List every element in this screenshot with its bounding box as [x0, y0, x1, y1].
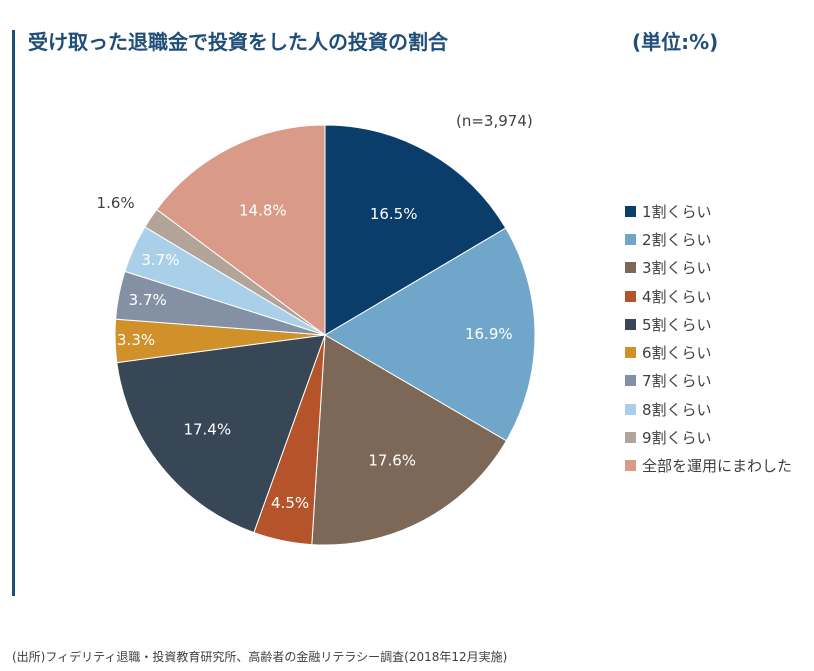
legend-label: 2割くらい — [642, 230, 712, 249]
slice-data-label: 17.4% — [183, 420, 231, 438]
legend-label: 6割くらい — [642, 344, 712, 363]
legend-swatch — [625, 432, 636, 444]
slice-data-label: 1.6% — [97, 194, 135, 212]
legend-swatch — [625, 375, 636, 387]
slice-data-label: 16.5% — [370, 205, 418, 223]
legend-item: 7割くらい — [625, 367, 792, 395]
legend-swatch — [625, 205, 636, 217]
slice-data-label: 3.3% — [117, 331, 155, 349]
legend-swatch — [625, 290, 636, 302]
legend-item: 3割くらい — [625, 254, 792, 282]
legend-item: 6割くらい — [625, 338, 792, 366]
pie-slice — [324, 227, 536, 442]
legend-item: 8割くらい — [625, 395, 792, 423]
legend-swatch — [625, 318, 636, 330]
legend-label: 全部を運用にまわした — [642, 457, 793, 476]
sample-size-label: (n=3,974) — [456, 112, 533, 130]
legend-label: 9割くらい — [642, 429, 712, 448]
legend-item: 全部を運用にまわした — [625, 452, 792, 480]
legend-swatch — [625, 403, 636, 415]
slice-data-label: 16.9% — [465, 325, 513, 343]
source-note: (出所)フィデリティ退職・投資教育研究所、高齢者の金融リテラシー調査(2018年… — [12, 650, 508, 664]
legend-item: 2割くらい — [625, 225, 792, 253]
legend-item: 5割くらい — [625, 310, 792, 338]
pie-slice — [155, 124, 326, 336]
legend-item: 1割くらい — [625, 197, 792, 225]
slice-data-label: 17.6% — [368, 451, 416, 469]
slice-data-label: 3.7% — [129, 291, 167, 309]
legend-label: 3割くらい — [642, 259, 712, 278]
chart-title: 受け取った退職金で投資をした人の投資の割合 — [28, 30, 448, 54]
legend-label: 4割くらい — [642, 287, 712, 306]
pie-slice — [324, 124, 507, 336]
left-accent-rule — [12, 30, 15, 596]
legend-swatch — [625, 347, 636, 359]
legend-item: 4割くらい — [625, 282, 792, 310]
legend-label: 7割くらい — [642, 372, 712, 391]
unit-label: (単位:%) — [632, 30, 719, 54]
legend-swatch — [625, 262, 636, 274]
legend-label: 1割くらい — [642, 202, 712, 221]
legend: 1割くらい 2割くらい 3割くらい 4割くらい 5割くらい 6割くらい 7割くら… — [625, 197, 792, 480]
slice-data-label: 3.7% — [141, 251, 179, 269]
legend-label: 5割くらい — [642, 315, 712, 334]
legend-swatch — [625, 233, 636, 245]
legend-label: 8割くらい — [642, 400, 712, 419]
legend-swatch — [625, 460, 636, 472]
pie-slice — [311, 334, 508, 546]
pie-slice — [116, 334, 326, 534]
slice-data-label: 4.5% — [271, 494, 309, 512]
legend-item: 9割くらい — [625, 423, 792, 451]
slice-data-label: 14.8% — [239, 202, 287, 220]
